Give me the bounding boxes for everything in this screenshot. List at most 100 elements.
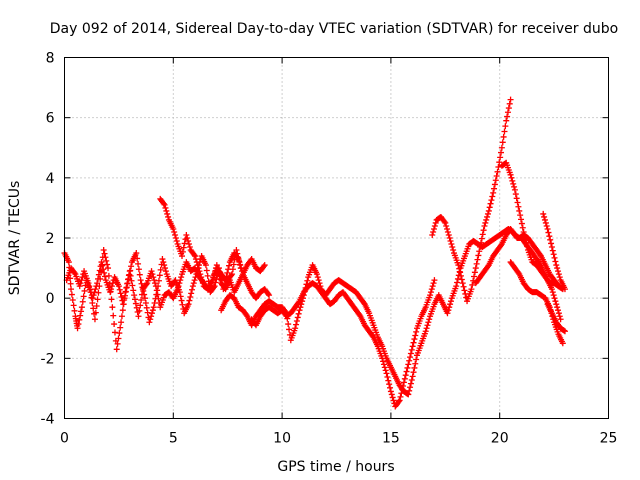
data-point-marker — [192, 253, 199, 260]
data-point-marker — [497, 154, 504, 161]
data-point-marker — [295, 310, 302, 317]
data-point-marker — [155, 277, 162, 284]
data-point-marker — [381, 364, 388, 371]
data-point-marker — [413, 328, 420, 335]
y-tick-label: -2 — [41, 351, 55, 367]
data-point-marker — [548, 240, 555, 247]
data-point-marker — [521, 232, 528, 239]
data-point-marker — [69, 296, 76, 303]
data-point-marker — [172, 235, 179, 241]
data-point-marker — [128, 263, 135, 270]
data-point-marker — [447, 298, 454, 305]
data-point-marker — [518, 220, 525, 227]
data-point-marker — [387, 388, 394, 395]
data-point-marker — [390, 397, 397, 404]
data-point-marker — [382, 367, 389, 374]
data-point-marker — [136, 271, 143, 278]
data-point-marker — [127, 267, 134, 274]
data-point-marker — [285, 321, 292, 328]
data-point-marker — [159, 256, 166, 263]
data-point-marker — [204, 272, 211, 279]
data-point-marker — [429, 231, 436, 238]
data-point-marker — [476, 248, 483, 255]
data-point-marker — [121, 292, 128, 299]
data-point-marker — [453, 283, 460, 290]
data-point-marker — [556, 274, 563, 281]
data-point-marker — [549, 289, 556, 296]
data-point-marker — [404, 364, 411, 371]
data-point-marker — [132, 296, 139, 303]
data-point-marker — [76, 283, 83, 290]
data-point-marker — [214, 265, 221, 272]
data-point-marker — [385, 377, 392, 384]
data-point-marker — [498, 149, 505, 156]
data-point-marker — [292, 325, 299, 332]
data-point-marker — [171, 228, 178, 235]
data-point-marker — [511, 183, 518, 190]
data-point-marker — [429, 283, 436, 290]
data-point-marker — [179, 253, 186, 260]
data-point-marker — [407, 350, 414, 357]
data-point-marker — [549, 247, 556, 254]
data-point-marker — [185, 238, 192, 245]
data-point-marker — [396, 397, 403, 404]
data-point-marker — [380, 361, 387, 368]
data-point-marker — [406, 357, 413, 364]
data-point-marker — [90, 292, 97, 299]
data-point-marker — [409, 343, 416, 350]
data-point-marker — [447, 301, 454, 308]
data-point-marker — [131, 292, 138, 299]
data-point-marker — [477, 239, 484, 246]
data-point-marker — [554, 265, 561, 272]
series-track-b — [63, 247, 244, 326]
data-point-marker — [554, 304, 561, 311]
data-point-marker — [243, 312, 250, 319]
data-point-marker — [215, 269, 222, 276]
data-point-marker — [543, 222, 550, 229]
data-point-marker — [551, 254, 558, 261]
data-point-marker — [79, 274, 86, 281]
data-point-marker — [151, 299, 158, 306]
data-point-marker — [534, 257, 541, 264]
data-point-marker — [161, 262, 168, 269]
data-point-marker — [65, 259, 72, 266]
data-point-marker — [397, 393, 404, 400]
data-point-marker — [195, 265, 202, 272]
data-point-marker — [461, 287, 468, 294]
data-point-marker — [224, 269, 231, 276]
data-point-marker — [552, 258, 559, 265]
data-points — [61, 96, 568, 410]
data-point-marker — [523, 239, 530, 246]
data-point-marker — [229, 271, 236, 278]
data-point-marker — [114, 340, 121, 347]
data-point-marker — [135, 260, 142, 267]
data-point-marker — [196, 268, 203, 275]
data-point-marker — [411, 336, 418, 343]
data-point-marker — [170, 225, 177, 232]
data-point-marker — [459, 280, 466, 287]
data-point-marker — [400, 379, 407, 386]
data-point-marker — [442, 219, 449, 226]
data-point-marker — [444, 228, 451, 235]
data-point-marker — [77, 312, 84, 319]
data-point-marker — [149, 307, 156, 314]
data-point-marker — [189, 286, 196, 293]
data-point-marker — [475, 252, 482, 259]
data-point-marker — [491, 181, 498, 188]
data-point-marker — [105, 265, 112, 272]
data-point-marker — [490, 189, 497, 196]
data-point-marker — [80, 293, 87, 300]
data-point-marker — [180, 244, 187, 251]
data-point-marker — [458, 276, 465, 283]
data-point-marker — [455, 262, 462, 269]
data-point-marker — [552, 298, 559, 305]
data-point-marker — [511, 186, 518, 193]
data-point-marker — [101, 273, 108, 280]
data-point-marker — [90, 305, 97, 312]
y-tick-label: 8 — [46, 51, 55, 67]
data-point-marker — [128, 277, 135, 284]
data-point-marker — [379, 355, 386, 362]
data-point-marker — [487, 200, 494, 207]
series-track-h — [498, 159, 566, 293]
data-point-marker — [192, 274, 199, 281]
